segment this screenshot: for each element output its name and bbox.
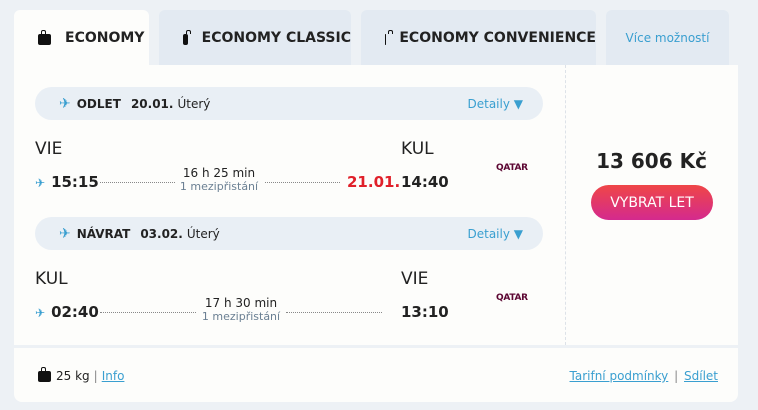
separator: |: [674, 369, 679, 383]
tab-economy-classic[interactable]: ECONOMY CLASSIC: [159, 10, 351, 66]
inbound-dep-time: 02:40: [51, 303, 99, 321]
takeoff-icon: ✈: [59, 95, 71, 112]
inbound-to: VIE: [401, 269, 429, 289]
plane-icon: ✈: [35, 176, 46, 190]
outbound-date: 20.01.: [130, 96, 174, 111]
duration-text: 16 h 25 min: [182, 166, 256, 180]
inbound-label: NÁVRAT: [76, 226, 131, 241]
tab-economy[interactable]: ECONOMY: [14, 10, 149, 66]
price: 13 606 Kč: [596, 149, 707, 173]
flight-card: ✈ ODLET 20.01. Úterý Detaily ▼ VIE KUL ✈…: [14, 65, 738, 345]
tab-label: Více možností: [625, 31, 710, 45]
baggage-weight: 25 kg: [56, 369, 90, 383]
tab-economy-convenience[interactable]: ECONOMY CONVENIENCE: [361, 10, 596, 66]
inbound-duration: 17 h 30 min 1 mezipřistání: [181, 296, 301, 324]
tab-label: ECONOMY CLASSIC: [201, 30, 351, 46]
card-footer: 25 kg | Info Tarifní podmínky | Sdílet: [14, 348, 738, 402]
dotted-line: [286, 312, 382, 313]
outbound-details-link[interactable]: Detaily ▼: [467, 96, 524, 111]
outbound-header: ✈ ODLET 20.01. Úterý Detaily ▼: [35, 87, 543, 120]
fare-conditions-link[interactable]: Tarifní podmínky: [569, 369, 669, 383]
inbound-date: 03.02.: [140, 226, 183, 241]
outbound-arr-time: 14:40: [401, 173, 449, 191]
info-link[interactable]: Info: [101, 369, 125, 383]
inbound-day: Úterý: [186, 226, 220, 241]
bag-icon: [183, 30, 191, 45]
outbound-day: Úterý: [177, 96, 211, 111]
duration-text: 17 h 30 min: [204, 296, 278, 310]
bag-icon: [38, 366, 51, 382]
dotted-line: [100, 312, 196, 313]
bag-icon: [38, 30, 51, 45]
outbound-dep-time: 15:15: [51, 173, 99, 191]
dotted-line: [265, 182, 340, 183]
plane-icon: ✈: [35, 306, 46, 320]
stops-text: 1 mezipřistání: [201, 310, 281, 323]
separator: |: [93, 369, 98, 383]
qatar-airways-logo: QATAR: [496, 163, 528, 173]
share-link[interactable]: Sdílet: [684, 369, 718, 383]
inbound-arr-time: 13:10: [401, 303, 449, 321]
dotted-line: [100, 182, 175, 183]
tab-label: ECONOMY: [65, 30, 145, 46]
inbound-header: ✈ NÁVRAT 03.02. Úterý Detaily ▼: [35, 217, 543, 250]
outbound-label: ODLET: [76, 96, 121, 111]
qatar-airways-logo: QATAR: [496, 293, 528, 303]
outbound-from: VIE: [35, 139, 63, 159]
tab-label: ECONOMY CONVENIENCE: [399, 30, 596, 46]
inbound-details-link[interactable]: Detaily ▼: [467, 226, 524, 241]
outbound-to: KUL: [401, 139, 434, 159]
inbound-from: KUL: [35, 269, 68, 289]
tab-more-options[interactable]: Více možností: [606, 10, 729, 66]
divider: [565, 65, 566, 345]
landing-icon: ✈: [59, 225, 71, 242]
stops-text: 1 mezipřistání: [179, 180, 259, 193]
arrival-next-date: 21.01.: [347, 173, 401, 191]
select-flight-button[interactable]: VYBRAT LET: [591, 185, 713, 220]
outbound-duration: 16 h 25 min 1 mezipřistání: [159, 166, 279, 194]
